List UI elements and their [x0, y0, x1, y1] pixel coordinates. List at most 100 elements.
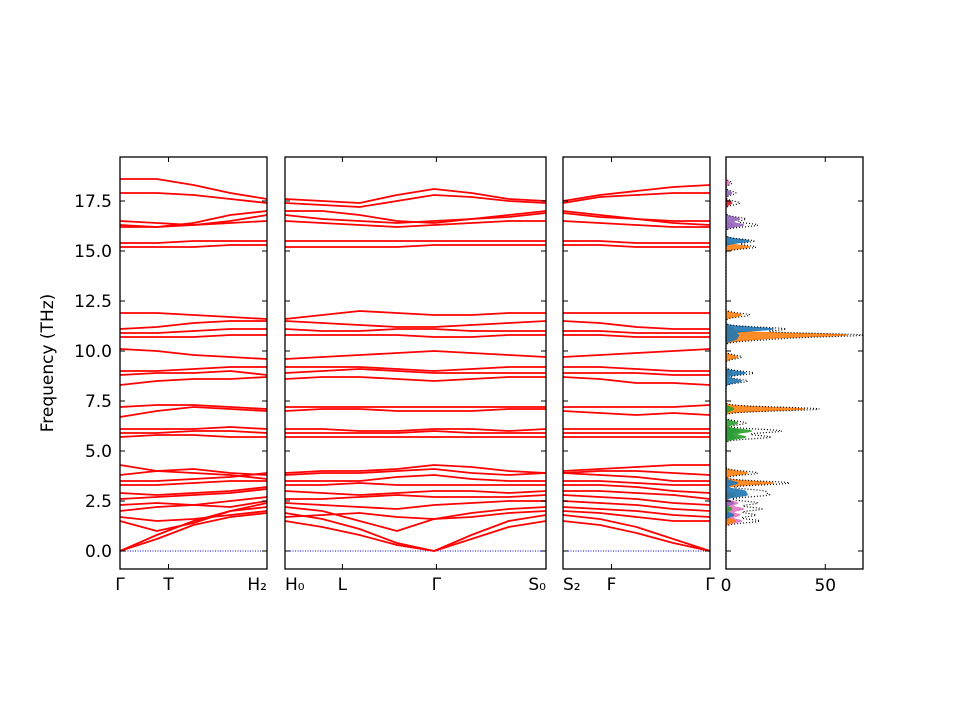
band-line-1	[119, 512, 268, 552]
band-line-6	[285, 494, 547, 500]
band-line-30	[119, 210, 268, 228]
dos-x-tick-label: 0	[721, 576, 732, 596]
band-line-23	[120, 328, 267, 334]
band-line-29	[119, 214, 268, 226]
band-line-18	[119, 376, 268, 386]
band-line-22	[284, 328, 546, 332]
band-line-26	[120, 244, 267, 248]
band-line-21	[562, 348, 711, 358]
y-tick-label: 7.5	[85, 392, 112, 412]
band-line-16	[562, 410, 711, 416]
band-line-3	[119, 502, 268, 532]
band-line-12	[562, 464, 710, 472]
band-line-11	[284, 464, 547, 474]
band-line-2	[562, 514, 711, 552]
band-panel-3: S₂ F Γ	[562, 156, 715, 595]
band-line-27	[563, 240, 710, 244]
band-line-31	[284, 188, 547, 204]
x-tick-label: Γ	[432, 575, 442, 595]
band-line-9	[120, 480, 267, 486]
band-line-32	[562, 184, 711, 202]
x-tick-label: H₂	[247, 575, 267, 595]
band-line-19	[563, 372, 710, 376]
band-line-8	[285, 482, 546, 486]
band-line-14	[120, 430, 268, 434]
band-line-7	[119, 488, 268, 500]
band-line-20	[120, 366, 267, 372]
band-line-22	[563, 334, 710, 338]
band-line-19	[285, 366, 546, 372]
band-line-20	[563, 366, 710, 372]
band-line-25	[120, 312, 268, 320]
band-line-2	[119, 506, 268, 552]
band-line-8	[119, 486, 268, 496]
band-line-17	[563, 404, 711, 408]
band-line-11	[562, 470, 711, 476]
band-line-10	[562, 472, 710, 482]
band-line-24	[119, 320, 267, 330]
y-tick-label: 17.5	[74, 192, 112, 212]
band-line-21	[119, 348, 268, 360]
band-line-1	[284, 520, 547, 552]
band-line-17	[284, 376, 546, 382]
band-line-29	[285, 210, 547, 224]
band-line-21	[285, 334, 546, 338]
y-tick-label: 5.0	[85, 442, 112, 462]
band-line-7	[563, 490, 711, 500]
x-tick-label: S₀	[528, 575, 546, 595]
y-tick-label: 12.5	[74, 292, 112, 312]
band-line-30	[284, 194, 547, 208]
band-line-27	[120, 240, 267, 244]
band-line-7	[284, 490, 547, 496]
band-line-4	[562, 506, 711, 518]
x-tick-label: T	[162, 575, 174, 595]
y-tick-label: 15.0	[74, 242, 112, 262]
panel-frame	[562, 156, 711, 570]
band-panel-2: H₀ L Γ S₀	[284, 156, 547, 595]
band-line-18	[562, 376, 711, 386]
band-line-9	[285, 474, 546, 482]
band-line-31	[120, 192, 268, 204]
x-tick-label: H₀	[285, 575, 305, 595]
band-line-27	[284, 220, 546, 228]
band-line-22	[120, 334, 267, 338]
y-tick-label: 10.0	[74, 342, 112, 362]
band-line-28	[562, 220, 710, 228]
band-line-32	[120, 178, 268, 200]
band-line-23	[284, 320, 547, 328]
band-line-4	[119, 510, 268, 522]
band-line-3	[562, 510, 710, 522]
band-line-9	[563, 480, 710, 486]
band-line-24	[562, 320, 710, 330]
x-tick-label: L	[338, 575, 348, 595]
band-line-13	[119, 434, 267, 438]
band-line-10	[284, 468, 547, 476]
band-line-25	[285, 244, 546, 248]
band-line-12	[119, 464, 268, 480]
band-line-6	[119, 500, 268, 508]
band-line-17	[119, 404, 268, 410]
dos-panel: 0 50	[721, 156, 864, 596]
band-line-14	[285, 428, 547, 432]
band-line-6	[562, 494, 711, 506]
band-line-5	[284, 500, 546, 510]
band-line-24	[284, 310, 546, 320]
band-line-31	[562, 192, 710, 204]
band-line-1	[562, 520, 711, 552]
x-tick-label: S₂	[563, 575, 581, 595]
x-tick-label: Γ	[705, 575, 715, 595]
panel-frame	[119, 156, 268, 570]
band-line-15	[120, 426, 268, 430]
band-line-4	[284, 510, 547, 520]
band-line-13	[285, 430, 546, 434]
band-line-5	[562, 500, 711, 512]
band-line-30	[562, 210, 711, 226]
band-line-26	[563, 244, 710, 248]
x-tick-label: Γ	[115, 575, 125, 595]
panel-frame	[284, 156, 547, 570]
dos-frame	[725, 156, 864, 570]
y-tick-label: 2.5	[85, 492, 112, 512]
band-line-3	[284, 506, 547, 532]
band-panel-1: Γ T H₂ 0.0 2.5 5.0 7.5 10.0 12.5 15.0 17.5	[74, 156, 268, 595]
